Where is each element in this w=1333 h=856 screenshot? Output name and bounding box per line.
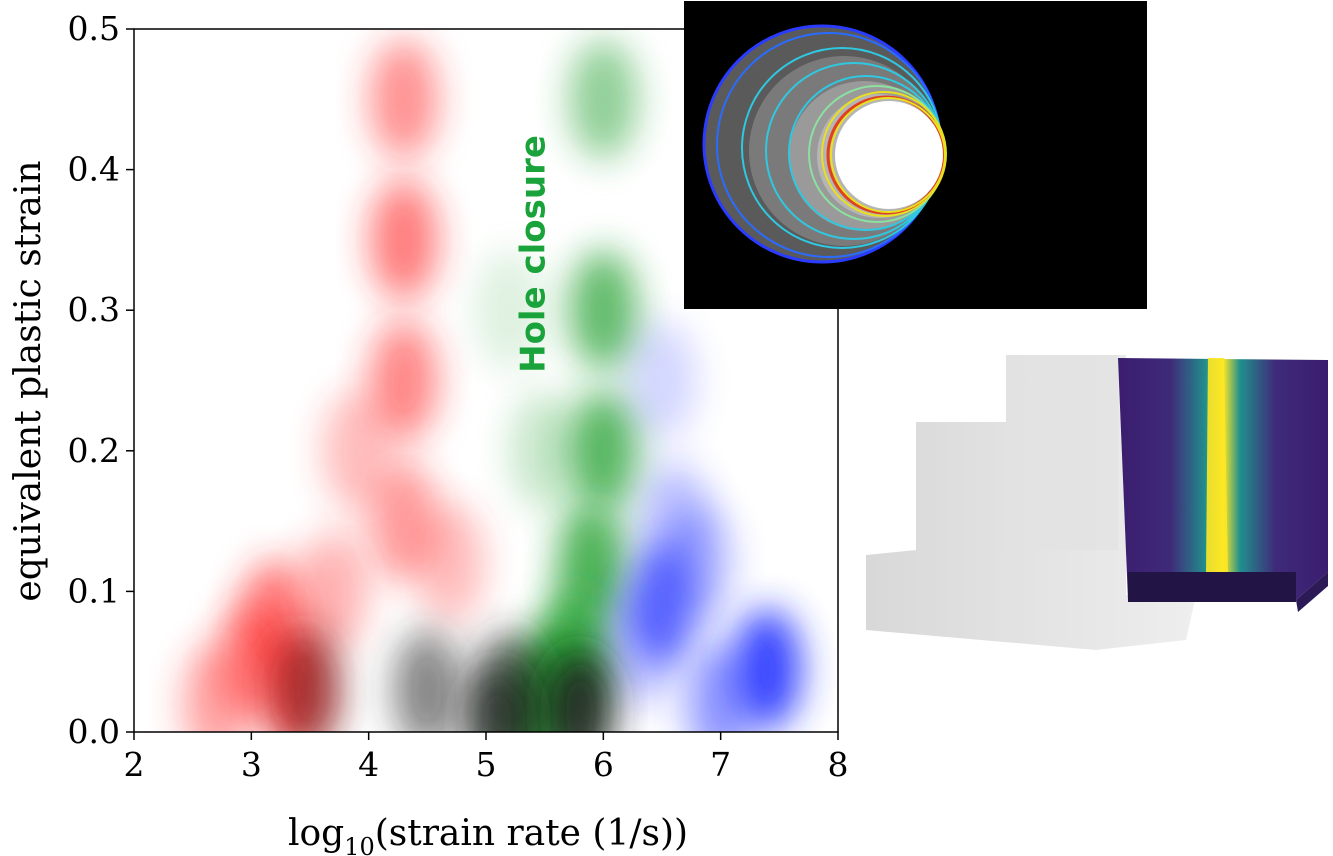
heat-cell [663, 503, 732, 624]
plot-area [182, 39, 802, 732]
heat-cell [393, 629, 462, 732]
y-tick-label: 0.3 [68, 290, 120, 329]
heat-cell [369, 39, 438, 160]
heat-cell [475, 250, 544, 371]
x-tick-label: 7 [710, 745, 731, 784]
x-tick-label: 3 [241, 745, 262, 784]
heat-cell [416, 503, 485, 624]
x-axis: 2 3 4 5 6 7 8 [124, 732, 849, 784]
y-axis-title: equivalent plastic strain [8, 160, 49, 601]
heat-cell [686, 643, 755, 732]
x-tick-label: 8 [828, 745, 849, 784]
y-tick-label: 0.5 [68, 9, 120, 48]
x-axis-title-base: log [288, 813, 344, 854]
heat-cell [569, 39, 638, 160]
y-tick-label: 0.2 [68, 431, 120, 470]
heat-cell [182, 643, 251, 732]
x-tick-label: 2 [124, 745, 145, 784]
heat-cell [510, 390, 579, 511]
heat-cell [369, 320, 438, 441]
y-tick-label: 0.0 [68, 712, 120, 751]
heat-cell [545, 650, 614, 732]
x-axis-title-rest: (strain rate (1/s)) [375, 813, 688, 854]
y-tick-label: 0.1 [68, 571, 120, 610]
x-tick-label: 4 [358, 745, 379, 784]
heat-cell [463, 664, 532, 732]
heat-cell [322, 390, 391, 511]
simulation-3d-shape [866, 355, 1328, 650]
hole-contour-rings [702, 24, 947, 264]
x-tick-label: 6 [593, 745, 614, 784]
heat-cell [569, 250, 638, 371]
x-axis-title: log10(strain rate (1/s)) [288, 813, 688, 856]
y-tick-label: 0.4 [68, 150, 120, 189]
heat-cell [628, 320, 696, 441]
heat-cell [369, 179, 438, 300]
simulation-3d-render-image [866, 350, 1333, 655]
x-tick-label: 5 [476, 745, 497, 784]
y-axis: 0.0 0.1 0.2 0.3 0.4 0.5 [68, 9, 134, 751]
heat-cell [276, 629, 344, 732]
heat-cell [299, 531, 368, 652]
x-axis-title-subscript: 10 [344, 833, 375, 856]
hole-closure-annotation: Hole closure [514, 135, 554, 373]
heat-cell [604, 587, 673, 708]
hole-closure-inset-image [684, 1, 1147, 309]
heat-cell [569, 390, 638, 511]
